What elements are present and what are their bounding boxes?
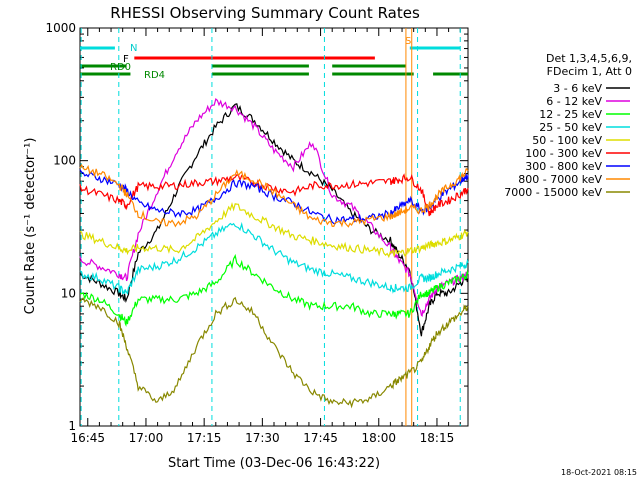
flag-label-rd4: RD4 bbox=[144, 70, 165, 81]
x-tick-label: 17:45 bbox=[303, 431, 338, 445]
x-tick-label: 17:30 bbox=[245, 431, 280, 445]
legend-label: 50 - 100 keV bbox=[532, 134, 602, 147]
series-line bbox=[79, 202, 469, 259]
series-line bbox=[79, 163, 469, 228]
x-tick-label: 17:15 bbox=[187, 431, 222, 445]
x-tick-label: 18:00 bbox=[361, 431, 396, 445]
legend-label: 3 - 6 keV bbox=[553, 82, 602, 95]
y-tick-label: 10 bbox=[61, 286, 76, 300]
series-line bbox=[79, 103, 469, 337]
legend-label: 25 - 50 keV bbox=[539, 121, 602, 134]
timestamp: 18-Oct-2021 08:15 bbox=[561, 468, 637, 477]
series-lines bbox=[79, 98, 469, 409]
legend-label: 6 - 12 keV bbox=[546, 95, 602, 108]
series-line bbox=[80, 253, 469, 327]
legend: Det 1,3,4,5,6,9,FDecim 1, Att 0 3 - 6 keV… bbox=[504, 52, 632, 199]
flag-label-n: N bbox=[130, 43, 137, 54]
series-line bbox=[79, 221, 469, 295]
series-line bbox=[79, 98, 469, 318]
legend-label: 300 - 800 keV bbox=[525, 160, 602, 173]
legend-header: Det 1,3,4,5,6,9, bbox=[546, 52, 632, 65]
y-tick-label: 1000 bbox=[45, 21, 76, 35]
y-axis-label: Count Rate (s⁻¹ detector⁻¹) bbox=[23, 138, 38, 315]
series-line bbox=[79, 296, 469, 409]
x-tick-label: 17:00 bbox=[129, 431, 164, 445]
legend-label: 12 - 25 keV bbox=[539, 108, 602, 121]
flag-label-rd0: RD0 bbox=[110, 62, 131, 73]
flag-label-f: F bbox=[123, 54, 129, 65]
x-axis: 16:45 17:00 17:15 17:30 17:45 18:00 18:15 bbox=[70, 28, 461, 445]
flag-label-s: S bbox=[405, 36, 411, 47]
x-axis-label: Start Time (03-Dec-06 16:43:22) bbox=[168, 456, 380, 471]
y-tick-label: 1 bbox=[68, 419, 76, 433]
chart-title: RHESSI Observing Summary Count Rates bbox=[110, 4, 420, 22]
legend-label: 7000 - 15000 keV bbox=[504, 186, 602, 199]
x-tick-label: 16:45 bbox=[70, 431, 105, 445]
legend-label: 800 - 7000 keV bbox=[518, 173, 602, 186]
x-tick-label: 18:15 bbox=[420, 431, 455, 445]
flag-bars bbox=[80, 28, 468, 426]
y-tick-label: 100 bbox=[53, 154, 76, 168]
legend-label: 100 - 300 keV bbox=[525, 147, 602, 160]
legend-header: FDecim 1, Att 0 bbox=[547, 65, 632, 78]
